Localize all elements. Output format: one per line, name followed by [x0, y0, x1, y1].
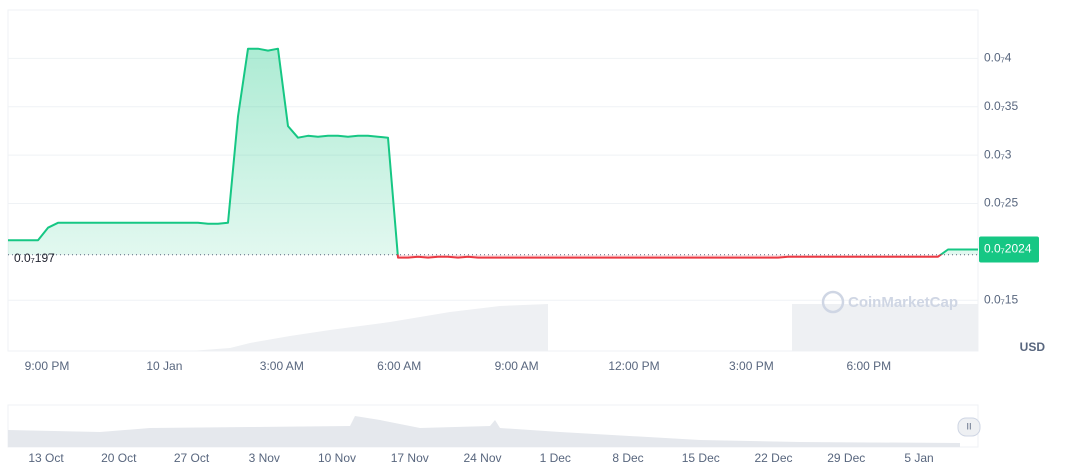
navigator-area — [8, 416, 960, 447]
x-tick-label: 9:00 AM — [495, 359, 539, 373]
x-tick-label: 9:00 PM — [25, 359, 70, 373]
watermark-logo — [821, 290, 845, 314]
watermark: CoinMarketCap — [848, 294, 958, 311]
x-tick-label: 12:00 PM — [608, 359, 659, 373]
x-tick-label: 6:00 PM — [846, 359, 891, 373]
current-price-tag — [979, 236, 1039, 263]
y-tick-label: 0.0₇3 — [984, 147, 1012, 161]
navigator-label: 10 Nov — [318, 451, 356, 465]
price-line — [8, 47, 978, 259]
x-tick-label: 6:00 AM — [377, 359, 421, 373]
x-tick-label: 3:00 AM — [260, 359, 304, 373]
navigator-handle[interactable] — [957, 417, 981, 437]
y-tick-label: 0.0₇4 — [984, 51, 1012, 65]
x-tick-label: 3:00 PM — [729, 359, 774, 373]
navigator-label: 17 Nov — [391, 451, 429, 465]
navigator-label: 8 Dec — [612, 451, 643, 465]
volume — [938, 304, 978, 351]
y-tick-label: 0.0₇15 — [984, 292, 1018, 306]
navigator-label: 29 Dec — [827, 451, 865, 465]
navigator-label: 24 Nov — [463, 451, 501, 465]
navigator-label: 20 Oct — [101, 451, 137, 465]
navigator-label: 5 Jan — [904, 451, 933, 465]
current-price-label: 0.0₇2024 — [984, 242, 1032, 256]
baseline-label: 0.0₇197 — [14, 251, 55, 265]
area-above — [8, 48, 978, 255]
navigator-label: 3 Nov — [249, 451, 280, 465]
x-tick-label: 10 Jan — [146, 359, 182, 373]
y-tick-label: 0.0₇35 — [984, 99, 1018, 113]
navigator-label: 22 Dec — [754, 451, 792, 465]
handle-grip: II — [966, 421, 971, 431]
navigator-label: 15 Dec — [682, 451, 720, 465]
unit-label: USD — [1020, 340, 1046, 354]
y-tick-label: 0.0₇25 — [984, 196, 1018, 210]
navigator-label: 27 Oct — [174, 451, 210, 465]
volume — [792, 304, 938, 351]
navigator-label: 13 Oct — [28, 451, 64, 465]
navigator-label: 1 Dec — [540, 451, 571, 465]
